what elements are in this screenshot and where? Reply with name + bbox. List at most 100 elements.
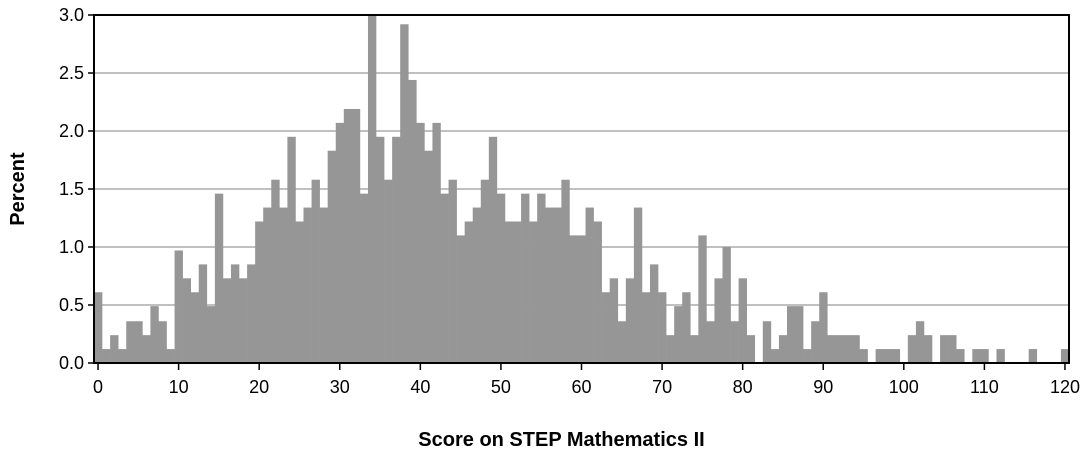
histogram-bar: [972, 349, 981, 363]
histogram-bar: [440, 193, 449, 363]
histogram-bar: [545, 207, 554, 363]
histogram-bar: [529, 221, 538, 363]
histogram-bar: [134, 321, 143, 363]
histogram-bar: [166, 349, 175, 363]
histogram-bar: [819, 292, 828, 363]
x-tick-label: 30: [330, 377, 350, 397]
histogram-bar: [456, 235, 465, 363]
histogram-bar: [851, 335, 860, 363]
histogram-bar: [923, 335, 933, 363]
histogram-bar: [190, 292, 200, 363]
histogram-bar: [464, 221, 474, 363]
x-tick-label: 100: [889, 377, 919, 397]
histogram-bar: [569, 235, 578, 363]
histogram-bar: [384, 179, 393, 363]
histogram-bar: [835, 335, 844, 363]
histogram-bar: [94, 292, 103, 363]
histogram-bar: [956, 349, 965, 363]
x-tick-label: 50: [491, 377, 511, 397]
x-tick-label: 110: [970, 377, 999, 397]
histogram-bar: [915, 321, 925, 363]
histogram-bar: [770, 349, 780, 363]
histogram-bar: [553, 207, 562, 363]
histogram-bar: [279, 207, 288, 363]
histogram-bar: [625, 278, 635, 363]
histogram-bar: [351, 108, 361, 364]
histogram-bar: [577, 235, 586, 363]
histogram-bar: [537, 193, 546, 363]
histogram-bar: [222, 278, 232, 363]
histogram-bar: [601, 292, 610, 363]
x-tick-label: 80: [733, 377, 753, 397]
histogram-bar: [795, 306, 804, 363]
histogram-bar: [319, 207, 328, 363]
histogram-bar: [271, 179, 280, 363]
histogram-bar: [359, 193, 369, 363]
histogram-bar: [287, 136, 296, 363]
histogram-bar: [698, 235, 707, 363]
histogram-bar: [295, 221, 304, 363]
x-tick-label: 120: [1050, 377, 1080, 397]
histogram-bar: [408, 79, 417, 364]
histogram-bar: [102, 349, 111, 363]
histogram-bar: [633, 207, 643, 363]
histogram-bar: [891, 349, 901, 363]
histogram-bar: [263, 207, 272, 363]
histogram-bar: [182, 278, 191, 363]
histogram-bar: [980, 349, 989, 363]
histogram-bar: [521, 193, 530, 363]
histogram-bar: [513, 221, 522, 363]
histogram-bar: [432, 122, 441, 363]
histogram-bar: [126, 321, 135, 363]
histogram-bar: [488, 136, 498, 363]
histogram-bar: [448, 179, 457, 363]
histogram-bar: [367, 15, 377, 363]
histogram-bar: [706, 321, 715, 363]
histogram-bar: [327, 150, 337, 363]
histogram-bar: [110, 335, 119, 363]
y-axis-ticks: 0.0 0.5 1.0 1.5 2.0 2.5 3.0: [59, 5, 94, 373]
histogram-bar: [714, 278, 723, 363]
histogram-bar: [738, 278, 747, 363]
histogram-bar: [416, 122, 425, 363]
histogram-bar: [198, 264, 208, 363]
histogram-bar: [609, 278, 619, 363]
histogram-bar: [311, 179, 320, 363]
histogram-bar: [859, 349, 868, 363]
histogram-bar: [158, 321, 167, 363]
x-axis-title: Score on STEP Mathematics II: [418, 429, 704, 451]
histogram-bar: [722, 247, 731, 363]
histogram-bar: [303, 207, 312, 363]
histogram-bar: [335, 122, 345, 363]
y-tick-label: 0.5: [59, 295, 84, 315]
histogram-bar: [174, 250, 183, 363]
histogram-bar: [480, 179, 490, 363]
histogram-bar: [996, 349, 1005, 363]
histogram-bar: [827, 335, 836, 363]
x-tick-label: 90: [813, 377, 833, 397]
histogram-bar: [674, 306, 683, 363]
y-tick-label: 1.0: [59, 237, 84, 257]
x-tick-label: 0: [93, 377, 103, 397]
histogram-bar: [843, 335, 852, 363]
y-tick-label: 3.0: [59, 5, 84, 25]
histogram-bar: [247, 264, 256, 363]
histogram-bar: [1028, 349, 1038, 363]
histogram-bar: [883, 349, 893, 363]
histogram-bar: [666, 335, 675, 363]
histogram-bar: [811, 321, 820, 363]
x-tick-label: 10: [169, 377, 189, 397]
histogram-bar: [343, 108, 353, 364]
y-tick-label: 2.0: [59, 121, 84, 141]
x-tick-label: 40: [410, 377, 430, 397]
histogram-bar: [424, 150, 433, 363]
histogram-bar: [803, 349, 812, 363]
histogram-bar: [376, 136, 385, 363]
histogram-bar: [230, 264, 240, 363]
histogram-bar: [649, 264, 659, 363]
histogram-bar: [1060, 349, 1070, 363]
histogram-bar: [400, 24, 409, 364]
histogram-bar: [617, 321, 627, 363]
histogram-bar: [392, 136, 401, 363]
